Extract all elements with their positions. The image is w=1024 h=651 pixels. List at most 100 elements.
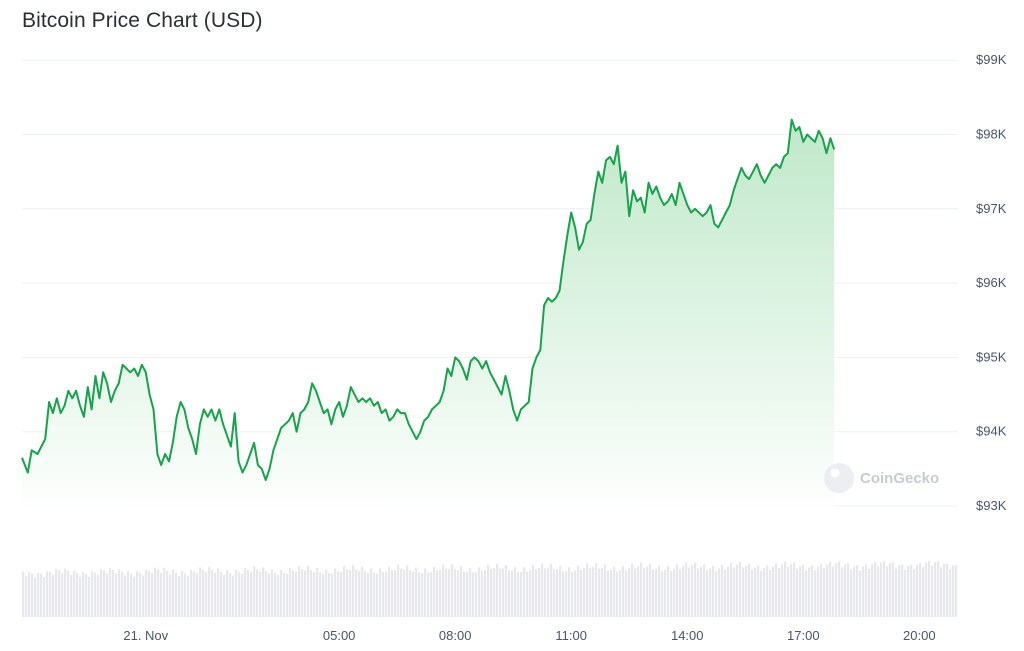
volume-bar <box>154 567 157 617</box>
volume-bar <box>118 569 121 617</box>
volume-bar <box>244 567 247 617</box>
volume-bar <box>592 566 595 617</box>
volume-bar <box>511 570 514 617</box>
y-tick-label: $93K <box>976 498 1007 513</box>
volume-bar <box>520 571 523 617</box>
volume-bar <box>739 562 742 617</box>
volume-bar <box>697 568 700 617</box>
volume-bar <box>358 570 361 617</box>
volume-bar <box>814 570 817 617</box>
volume-bar <box>865 564 868 617</box>
volume-bar <box>325 569 328 617</box>
volume-bar <box>910 564 913 617</box>
price-series-line[interactable] <box>21 118 836 481</box>
volume-bar <box>433 566 436 617</box>
y-tick-label: $96K <box>976 275 1007 290</box>
volume-bar <box>256 569 259 617</box>
volume-bar <box>646 566 649 617</box>
volume-bar <box>460 566 463 617</box>
volume-bar <box>292 570 295 617</box>
volume-bar <box>31 573 34 617</box>
volume-bar <box>280 569 283 617</box>
volume-bar <box>415 567 418 617</box>
volume-bar <box>439 569 442 617</box>
volume-bar <box>817 566 820 617</box>
volume-bar <box>598 568 601 617</box>
volume-bar <box>808 567 811 617</box>
volume-bar <box>670 571 673 617</box>
volume-bar <box>955 564 958 617</box>
volume-bar <box>760 571 763 617</box>
volume-bar <box>454 569 457 617</box>
volume-bar <box>763 568 766 617</box>
volume-bar <box>544 568 547 617</box>
volume-bar <box>913 569 916 617</box>
volume-bar <box>829 561 832 617</box>
volume-bar <box>262 567 265 617</box>
volume-bar <box>127 571 130 617</box>
volume-bar <box>199 567 202 617</box>
volume-bar <box>571 571 574 617</box>
volume-bar <box>547 567 550 617</box>
volume-bar <box>691 565 694 617</box>
x-tick-label: 11:00 <box>555 628 587 643</box>
volume-bar <box>553 569 556 617</box>
volume-bar <box>922 566 925 617</box>
volume-bar <box>799 566 802 617</box>
volume-bar <box>838 561 841 617</box>
volume-bar <box>451 564 454 617</box>
x-tick-label: 17:00 <box>787 628 820 643</box>
volume-bar <box>385 572 388 617</box>
volume-bar <box>64 568 67 617</box>
volume-bar <box>91 571 94 617</box>
volume-bar <box>412 571 415 617</box>
volume-bar <box>166 570 169 617</box>
volume-bar <box>238 572 241 617</box>
volume-bar <box>22 571 25 617</box>
x-axis-ticks: 21. Nov 05:00 08:00 11:00 14:00 17:00 20:00 <box>123 628 935 643</box>
volume-bar <box>184 573 187 617</box>
volume-bar <box>466 572 469 617</box>
volume-bar <box>112 569 115 617</box>
volume-bar <box>580 570 583 617</box>
volume-bar <box>379 568 382 617</box>
volume-bar <box>925 562 928 617</box>
volume-bar <box>781 564 784 617</box>
volume-bar <box>532 565 535 617</box>
volume-bar <box>205 571 208 617</box>
volume-bar <box>268 573 271 617</box>
volume-bar <box>421 573 424 617</box>
volume-bar <box>55 569 58 617</box>
volume-bar <box>715 571 718 617</box>
volume-bar <box>148 570 151 617</box>
volume-bar <box>229 573 232 617</box>
volume-bar <box>622 566 625 617</box>
volume-bar <box>223 575 226 617</box>
volume-bar <box>28 571 31 617</box>
volume-bar <box>949 569 952 617</box>
volume-bar <box>721 565 724 617</box>
volume-bar <box>298 565 301 617</box>
volume-bar <box>355 569 358 617</box>
volume-bar <box>631 564 634 617</box>
volume-bar <box>286 573 289 617</box>
volume-bar <box>487 564 490 617</box>
volume-bar <box>802 564 805 617</box>
volume-bar <box>295 571 298 617</box>
volume-bar <box>157 569 160 617</box>
volume-bar <box>850 569 853 617</box>
volume-bar <box>673 568 676 617</box>
volume-bar <box>328 573 331 617</box>
volume-bar <box>559 566 562 617</box>
volume-bar <box>349 570 352 617</box>
volume-bar <box>601 567 604 617</box>
volume-bar <box>52 574 55 617</box>
volume-bars <box>22 561 958 617</box>
volume-bar <box>301 569 304 617</box>
volume-bar <box>625 570 628 617</box>
volume-bar <box>376 573 379 617</box>
volume-bar <box>937 561 940 617</box>
volume-bar <box>427 572 430 617</box>
volume-bar <box>868 568 871 617</box>
